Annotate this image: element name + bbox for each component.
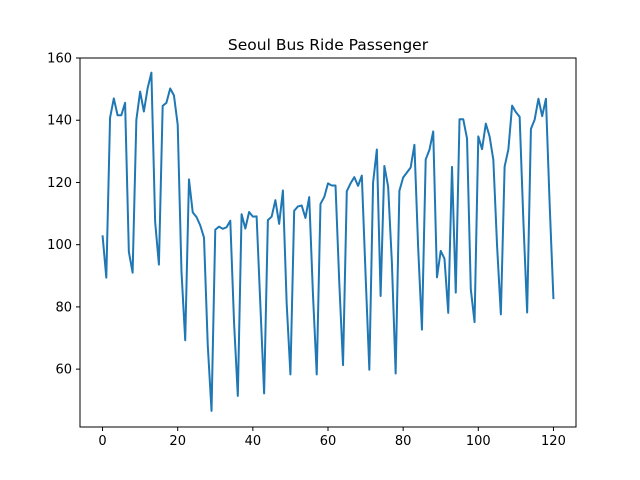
y-tick-label: 140 bbox=[47, 114, 72, 129]
y-tick-label: 100 bbox=[47, 238, 72, 253]
plot-area bbox=[101, 71, 555, 412]
x-tick-label: 120 bbox=[541, 434, 566, 449]
x-tick-label: 40 bbox=[245, 434, 262, 449]
y-tick-label: 120 bbox=[47, 176, 72, 191]
y-tick-label: 80 bbox=[55, 300, 72, 315]
x-tick-label: 20 bbox=[169, 434, 186, 449]
x-tick-label: 80 bbox=[395, 434, 412, 449]
chart-title: Seoul Bus Ride Passenger bbox=[228, 36, 429, 54]
x-tick-label: 60 bbox=[320, 434, 337, 449]
x-tick-label: 0 bbox=[98, 434, 106, 449]
x-axis: 0 20 40 60 80 100 120 bbox=[98, 427, 566, 449]
axes-frame bbox=[79, 57, 577, 428]
x-tick-label: 100 bbox=[466, 434, 491, 449]
y-tick-label: 160 bbox=[47, 52, 72, 67]
series-line bbox=[101, 71, 555, 412]
y-tick-label: 60 bbox=[55, 363, 72, 378]
y-axis: 60 80 100 120 140 160 bbox=[47, 52, 80, 378]
